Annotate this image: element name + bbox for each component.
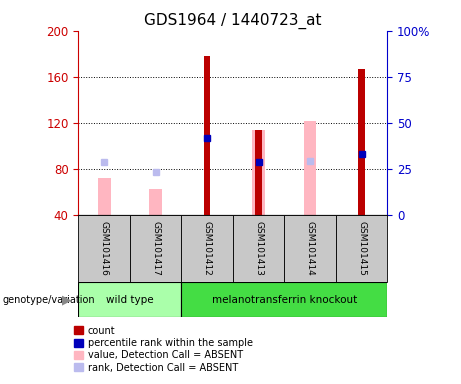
Text: genotype/variation: genotype/variation [2, 295, 95, 305]
Text: GSM101416: GSM101416 [100, 221, 109, 276]
Text: GSM101414: GSM101414 [306, 221, 314, 276]
Text: GSM101415: GSM101415 [357, 221, 366, 276]
Bar [304, 121, 316, 215]
Bar [284, 215, 336, 282]
Bar [358, 69, 365, 215]
Bar [181, 215, 233, 282]
Bar [149, 189, 162, 215]
Bar [78, 282, 181, 317]
Legend: count, percentile rank within the sample, value, Detection Call = ABSENT, rank, : count, percentile rank within the sample… [74, 326, 253, 373]
Bar [255, 130, 262, 215]
Text: GSM101417: GSM101417 [151, 221, 160, 276]
Bar [181, 282, 387, 317]
Bar [252, 130, 265, 215]
Bar [130, 215, 181, 282]
Bar [78, 215, 130, 282]
Bar [98, 178, 111, 215]
Text: wild type: wild type [106, 295, 154, 305]
Text: ▶: ▶ [62, 293, 71, 306]
Title: GDS1964 / 1440723_at: GDS1964 / 1440723_at [144, 13, 322, 29]
Text: melanotransferrin knockout: melanotransferrin knockout [212, 295, 357, 305]
Bar [204, 56, 210, 215]
Bar [233, 215, 284, 282]
Bar [336, 215, 387, 282]
Text: GSM101413: GSM101413 [254, 221, 263, 276]
Text: GSM101412: GSM101412 [202, 221, 212, 276]
